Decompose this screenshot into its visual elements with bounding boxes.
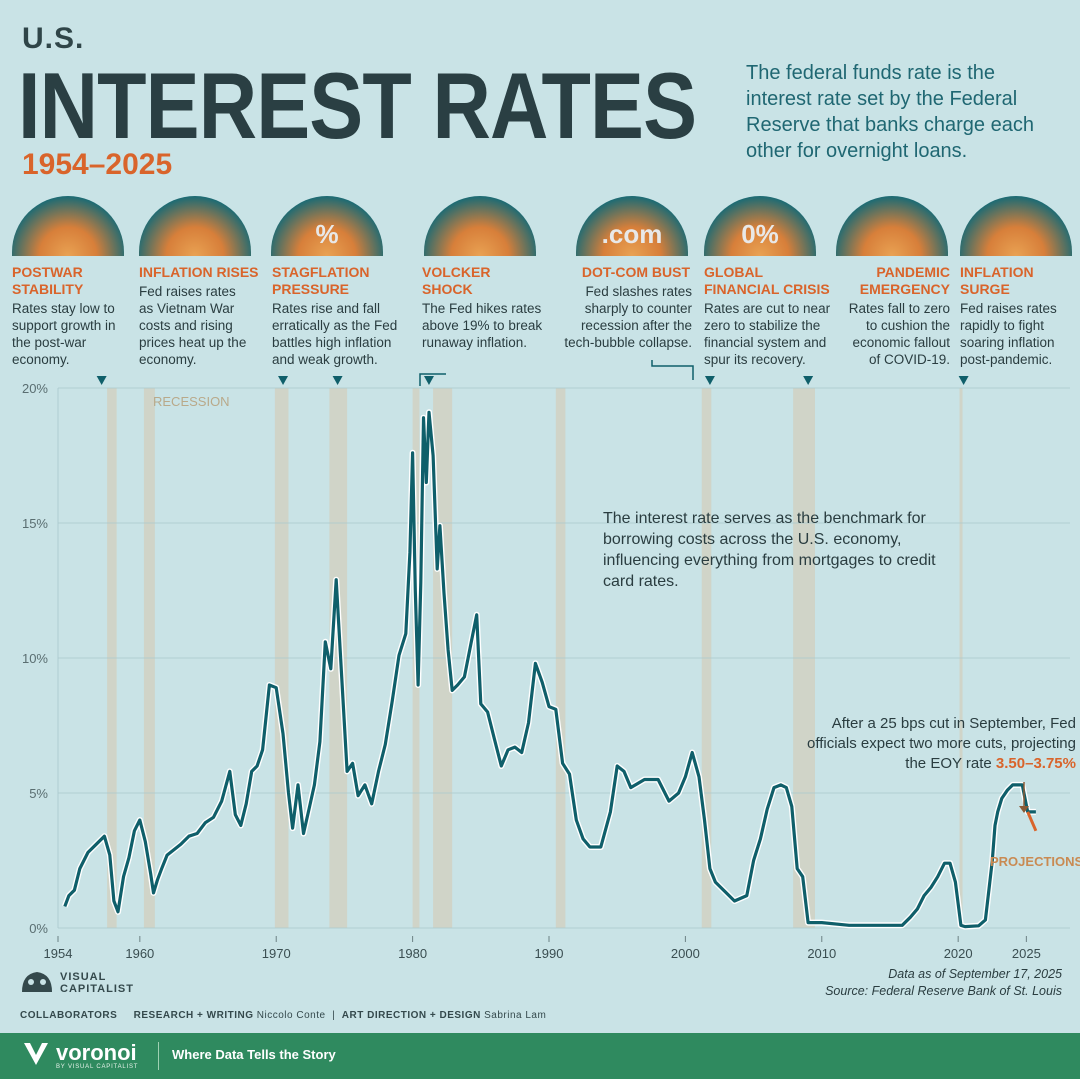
visual-capitalist-logo-icon — [22, 972, 52, 992]
benchmark-annotation: The interest rate serves as the benchmar… — [603, 510, 936, 590]
x-tick-label: 2020 — [944, 946, 973, 961]
rising-coins-icon — [960, 196, 1072, 256]
event-title-inflation-rises: INFLATION RISES — [139, 264, 259, 280]
source-note: Source: Federal Reserve Bank of St. Loui… — [825, 984, 1062, 998]
event-marker — [704, 376, 715, 385]
event-title-gfc: GLOBAL FINANCIAL CRISIS — [704, 264, 830, 297]
percent-dice-icon: % — [271, 196, 383, 256]
event-marker — [423, 376, 434, 385]
event-marker — [332, 376, 343, 385]
event-title-postwar: POSTWAR STABILITY — [12, 264, 84, 297]
collaborators-label: COLLABORATORS — [20, 1010, 118, 1021]
event-title-inflation-surge: INFLATION SURGE — [960, 264, 1034, 297]
projection-value: 3.50–3.75% — [995, 755, 1076, 772]
rate-line — [63, 410, 1036, 929]
event-marker — [278, 376, 289, 385]
event-title-volcker: VOLCKER SHOCK — [422, 264, 491, 297]
intro-text: The federal funds rate is the interest r… — [746, 62, 1034, 162]
event-desc-postwar: Rates stay low to support growth in the … — [12, 301, 116, 367]
x-tick-label: 1970 — [262, 946, 291, 961]
event-title-stagflation: STAGFLATION PRESSURE — [272, 264, 370, 297]
x-tick-label: 2000 — [671, 946, 700, 961]
data-note: Data as of September 17, 2025 Source: Fed… — [825, 966, 1062, 1000]
stacked-coins-icon — [12, 196, 124, 256]
logo-line1: VISUAL — [60, 971, 107, 983]
masked-franklin-icon — [836, 196, 948, 256]
research-label: RESEARCH + WRITING — [133, 1010, 254, 1021]
y-tick-label: 20% — [22, 381, 48, 396]
event-desc-dotcom: Fed slashes rates sharply to counter rec… — [564, 284, 692, 350]
x-tick-label: 2010 — [807, 946, 836, 961]
portrait-icon — [424, 196, 536, 256]
event-marker — [803, 376, 814, 385]
x-tick-label: 1960 — [125, 946, 154, 961]
x-tick-label: 1980 — [398, 946, 427, 961]
x-tick-label: 1954 — [44, 946, 73, 961]
projections-label: PROJECTIONS — [990, 854, 1080, 869]
dotcom-leader-line — [651, 360, 694, 380]
event-title-pandemic: PANDEMIC EMERGENCY — [859, 264, 950, 297]
projection-text: After a 25 bps cut in September, Fed off… — [806, 715, 1076, 772]
footer-tagline: Where Data Tells the Story — [172, 1047, 336, 1062]
event-desc-inflation-surge: Fed raises rates rapidly to fight soarin… — [960, 301, 1057, 367]
event-desc-inflation-rises: Fed raises rates as Vietnam War costs an… — [139, 284, 247, 367]
logo-line2: CAPITALIST — [60, 983, 134, 995]
design-name: Sabrina Lam — [484, 1010, 547, 1021]
tank-icon — [139, 196, 251, 256]
voronoi-brand-sub: BY VISUAL CAPITALIST — [56, 1064, 139, 1070]
research-name: Niccolo Conte — [256, 1010, 326, 1021]
event-desc-volcker: The Fed hikes rates above 19% to break r… — [422, 301, 543, 350]
event-title-dotcom: DOT-COM BUST — [581, 264, 690, 280]
footer-divider — [158, 1042, 159, 1070]
footer-bar — [0, 1033, 1080, 1079]
volcker-leader-line — [419, 373, 446, 386]
rate-line-halo — [61, 409, 1036, 930]
y-tick-label: 0% — [29, 921, 48, 936]
visual-capitalist-logo-text: VISUAL CAPITALIST — [60, 971, 134, 995]
voronoi-brand[interactable]: voronoi — [56, 1040, 137, 1065]
projection-arrowhead — [1019, 806, 1029, 813]
year-range: 1954–2025 — [22, 148, 173, 181]
x-tick-label: 2025 — [1012, 946, 1041, 961]
dotcom-ball-icon: .com — [576, 196, 688, 256]
recession-legend-label: RECESSION — [153, 394, 230, 409]
event-desc-gfc: Rates are cut to near zero to stabilize … — [704, 301, 831, 367]
design-label: ART DIRECTION + DESIGN — [341, 1010, 481, 1021]
projection-annotation: After a 25 bps cut in September, Fed off… — [790, 714, 1076, 774]
y-tick-label: 10% — [22, 651, 48, 666]
x-tick-label: 1990 — [535, 946, 564, 961]
event-desc-stagflation: Rates rise and fall erratically as the F… — [272, 301, 398, 367]
collaborators-credit: COLLABORATORS RESEARCH + WRITING Niccolo… — [20, 1010, 547, 1021]
projection-line — [1026, 811, 1038, 832]
zero-percent-blocks-icon: 0% — [704, 196, 816, 256]
interest-rate-chart: 0% 5% 10% 15% 20% 1954 1960 1970 1980 1990 2000 201… — [22, 360, 1080, 961]
event-marker — [96, 376, 107, 385]
y-tick-label: 15% — [22, 516, 48, 531]
voronoi-logo-icon — [24, 1043, 48, 1065]
y-tick-label: 5% — [29, 786, 48, 801]
data-as-of: Data as of September 17, 2025 — [888, 967, 1062, 981]
event-desc-pandemic: Rates fall to zero to cushion the econom… — [848, 301, 950, 367]
event-marker — [958, 376, 969, 385]
title-prefix: U.S. — [22, 22, 85, 55]
page-title: INTEREST RATES — [18, 53, 697, 158]
